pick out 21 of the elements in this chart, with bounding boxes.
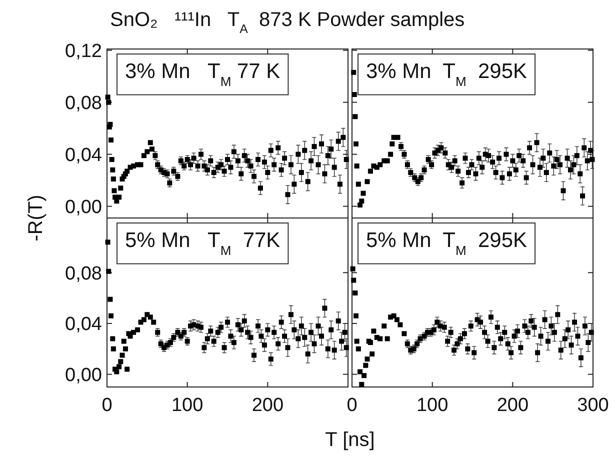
x-tick-label: 100 [416,395,448,416]
y-tick-label: 0,12 [65,40,102,62]
y-axis-title: -R(T) [25,194,47,242]
y-tick-label: 0,04 [65,144,102,166]
x-tick-label: 0 [102,395,112,416]
annotation: 5% Mn T$_{M}$ 295K [366,229,528,258]
x-tick-label: 300 [577,395,609,416]
x-tick-label: 200 [496,395,529,416]
annotation: 5% Mn T$_{M}$ 77K [125,229,280,258]
chart-title: SnO₂ ¹¹¹In T$_{A}$ 873 K Powder samples [110,9,465,36]
y-tick-label: 0,08 [65,263,102,284]
x-axis-title: T [ns] [325,429,375,451]
y-tick-label: 0,00 [65,196,102,218]
x-tick-label: 0 [346,395,358,416]
annotation: 3% Mn T$_{M}$ 295K [366,60,528,88]
x-tick-label: 100 [171,395,204,416]
y-tick-label: 0,04 [65,314,102,336]
annotation: 3% Mn T$_{M}$ 77 K [125,60,280,88]
y-tick-label: 0,00 [65,364,102,386]
x-tick-label: 200 [252,395,284,416]
y-tick-label: 0,08 [65,92,102,114]
